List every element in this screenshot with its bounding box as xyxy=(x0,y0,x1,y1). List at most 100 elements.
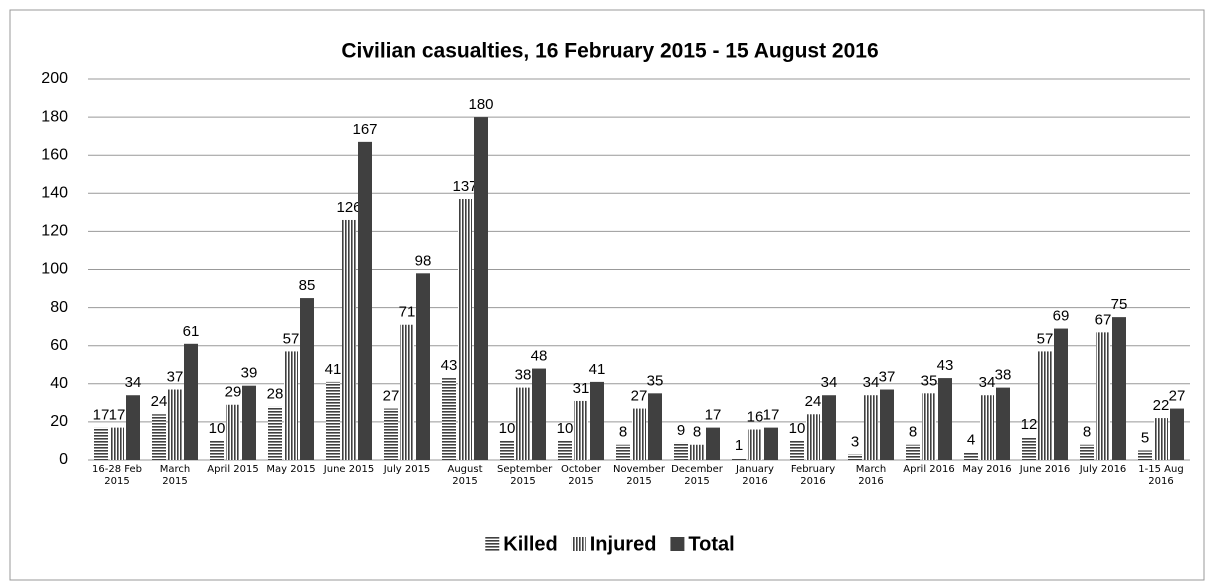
data-label: 126 xyxy=(336,199,361,216)
data-label: 34 xyxy=(125,374,142,391)
bar xyxy=(442,378,456,460)
bar xyxy=(906,444,920,460)
bar xyxy=(126,395,140,460)
bar xyxy=(400,324,414,460)
data-label: 41 xyxy=(589,361,606,378)
bar xyxy=(500,440,514,460)
data-label: 61 xyxy=(183,323,200,340)
x-tick-label: March 2015 xyxy=(159,464,191,487)
bar xyxy=(1170,408,1184,460)
bar xyxy=(184,343,198,460)
y-tick-label: 120 xyxy=(41,223,68,240)
chart-title: Civilian casualties, 16 February 2015 - … xyxy=(341,40,878,63)
bar xyxy=(416,273,430,460)
bar xyxy=(880,389,894,460)
bar xyxy=(268,406,282,460)
bar xyxy=(284,351,298,460)
bar xyxy=(342,219,356,460)
data-label: 8 xyxy=(1083,424,1091,441)
bar xyxy=(674,442,688,460)
bar xyxy=(964,452,978,460)
bar xyxy=(922,393,936,460)
bar xyxy=(516,387,530,460)
data-label: 24 xyxy=(151,393,168,410)
bar xyxy=(558,440,572,460)
x-tick-label: 1-15 Aug 2016 xyxy=(1138,464,1184,487)
y-tick-label: 60 xyxy=(50,337,68,354)
bar xyxy=(110,427,124,460)
bar xyxy=(764,427,778,460)
bar xyxy=(474,117,488,460)
bar xyxy=(790,440,804,460)
data-label: 24 xyxy=(805,393,822,410)
data-label: 27 xyxy=(383,388,400,405)
data-label: 8 xyxy=(619,424,627,441)
data-label: 67 xyxy=(1095,311,1112,328)
data-label: 43 xyxy=(937,357,954,374)
legend-swatch xyxy=(485,537,500,551)
data-label: 38 xyxy=(995,367,1012,384)
bar xyxy=(848,454,862,460)
bar xyxy=(168,389,182,460)
y-tick-label: 80 xyxy=(50,299,68,316)
data-label: 41 xyxy=(325,361,342,378)
x-tick-label: July 2015 xyxy=(383,464,431,475)
data-label: 75 xyxy=(1111,296,1128,313)
bar xyxy=(616,444,630,460)
bar xyxy=(1054,328,1068,460)
data-label: 9 xyxy=(677,422,685,439)
bar xyxy=(210,440,224,460)
bar xyxy=(242,385,256,460)
data-label: 17 xyxy=(705,407,722,424)
legend-label: Injured xyxy=(590,533,657,555)
x-tick-label: March 2016 xyxy=(855,464,887,487)
x-tick-label: May 2015 xyxy=(266,464,316,475)
bar xyxy=(94,427,108,460)
bar xyxy=(384,408,398,460)
bar xyxy=(1096,332,1110,460)
x-tick-label: June 2015 xyxy=(323,464,375,475)
data-label: 69 xyxy=(1053,308,1070,325)
x-tick-label: July 2016 xyxy=(1079,464,1127,475)
data-label: 57 xyxy=(283,330,300,347)
data-label: 71 xyxy=(399,304,416,321)
data-label: 167 xyxy=(352,121,377,138)
x-tick-label: September 2015 xyxy=(497,464,553,487)
x-tick-label: January 2016 xyxy=(736,464,774,487)
data-label: 17 xyxy=(109,407,126,424)
x-tick-label: August 2015 xyxy=(447,464,483,487)
x-tick-label: June 2016 xyxy=(1019,464,1071,475)
bar xyxy=(632,408,646,460)
bar xyxy=(590,381,604,460)
x-tick-label: February 2016 xyxy=(790,464,836,487)
data-label: 16 xyxy=(747,408,764,425)
data-label: 27 xyxy=(631,388,648,405)
data-label: 29 xyxy=(225,384,242,401)
bar xyxy=(690,444,704,460)
bar xyxy=(226,404,240,460)
data-label: 8 xyxy=(909,424,917,441)
data-label: 34 xyxy=(863,374,880,391)
data-label: 10 xyxy=(499,420,516,437)
data-label: 17 xyxy=(763,407,780,424)
data-label: 48 xyxy=(531,348,548,365)
bar xyxy=(1138,450,1152,460)
data-label: 38 xyxy=(515,367,532,384)
bar xyxy=(300,298,314,460)
x-tick-label: April 2016 xyxy=(903,464,955,475)
chart-border xyxy=(9,9,1205,581)
data-label: 31 xyxy=(573,380,590,397)
y-tick-label: 200 xyxy=(41,70,68,87)
bar xyxy=(706,427,720,460)
x-tick-label: May 2016 xyxy=(962,464,1012,475)
bar xyxy=(748,429,762,460)
data-label: 35 xyxy=(921,372,938,389)
data-label: 22 xyxy=(1153,397,1170,414)
y-tick-label: 100 xyxy=(41,261,68,278)
data-label: 12 xyxy=(1021,416,1038,433)
bar xyxy=(358,141,372,461)
data-label: 34 xyxy=(821,374,838,391)
data-label: 137 xyxy=(452,178,477,195)
